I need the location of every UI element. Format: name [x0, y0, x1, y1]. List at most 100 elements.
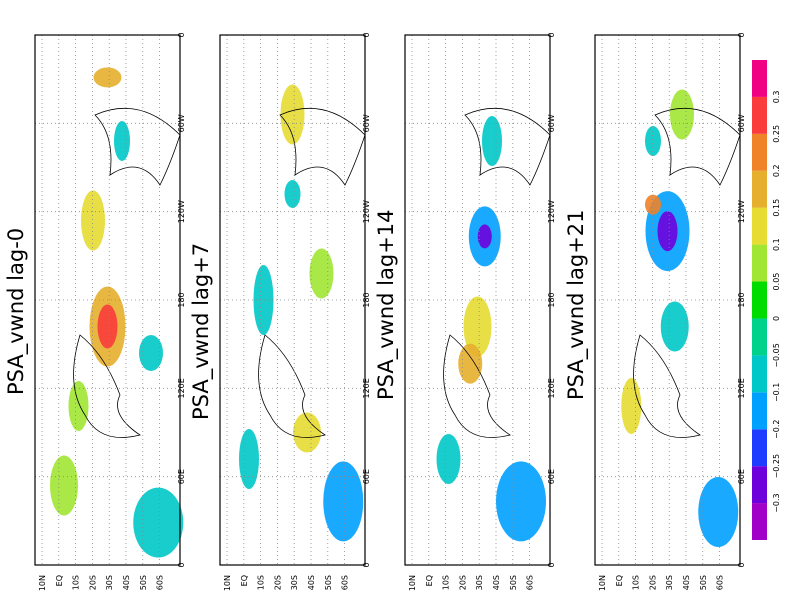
colorbar-label: −0.2: [772, 420, 781, 439]
lon-label: 60W: [362, 114, 371, 132]
colorbar-label: 0.1: [772, 238, 781, 251]
map-panel: 0 60E 120E 180 120W 60W 0 10N EQ 10S 20S 30S 40S 50S 6…: [374, 32, 556, 591]
lat-label: 10S: [632, 575, 641, 590]
anomaly-region: [50, 455, 78, 516]
colorbar-swatch: [752, 244, 767, 282]
colorbar-label: 0.25: [772, 125, 781, 143]
colorbar-swatch: [752, 392, 767, 430]
lat-label: 10N: [223, 575, 232, 591]
anomaly-region: [496, 461, 546, 542]
colorbar-label: −0.3: [772, 493, 781, 512]
coastline: [73, 334, 141, 438]
anomaly-region: [280, 84, 305, 145]
lat-label: 10S: [72, 575, 81, 590]
colorbar-swatch: [752, 355, 767, 393]
colorbar-label: −0.25: [772, 454, 781, 479]
lat-label: 30S: [290, 575, 299, 590]
lat-label: 60S: [341, 575, 350, 590]
lat-label: 10N: [598, 575, 607, 591]
lon-label: 180: [177, 292, 186, 307]
lon-label: 0: [362, 32, 371, 37]
lat-label: EQ: [425, 575, 434, 586]
coastline: [94, 108, 181, 186]
lat-label: 10S: [257, 575, 266, 590]
lon-label: 180: [362, 292, 371, 307]
map-frame: [594, 34, 741, 566]
coastline: [464, 108, 551, 186]
lon-label: 0: [547, 562, 556, 567]
anomaly-region: [293, 412, 321, 453]
lat-label: 60S: [156, 575, 165, 590]
anomaly-region: [253, 265, 274, 335]
lat-label: 30S: [665, 575, 674, 590]
map-frame: [404, 34, 551, 566]
anomaly-region: [133, 487, 184, 558]
coastline: [633, 334, 701, 438]
lon-label: 120E: [547, 378, 556, 398]
colorbar-swatch: [752, 281, 767, 319]
lon-label: 0: [737, 32, 746, 37]
map-panel: 0 60E 120E 180 120W 60W 0 10N EQ 10S 20S 30S 40S 50S 6…: [189, 32, 371, 591]
lon-label: 120E: [737, 378, 746, 398]
panel-title: PSA_vwnd lag+14: [374, 209, 399, 400]
lat-label: 10N: [38, 575, 47, 591]
colorbar-label: −0.1: [772, 383, 781, 402]
lon-label: 60E: [737, 469, 746, 484]
colorbar-swatch: [752, 503, 767, 540]
anomaly-region: [284, 180, 301, 208]
lat-label: 10S: [442, 575, 451, 590]
anomaly-region: [323, 461, 364, 542]
lon-label: 120E: [177, 378, 186, 398]
anomaly-region: [660, 301, 689, 352]
colorbar-label: 0.15: [772, 199, 781, 217]
lon-label: 120E: [362, 378, 371, 398]
lat-label: 20S: [273, 575, 282, 590]
colorbar-swatch: [752, 170, 767, 208]
lat-label: 50S: [699, 575, 708, 590]
lat-label: 30S: [475, 575, 484, 590]
anomaly-region: [309, 248, 334, 299]
anomaly-region: [477, 224, 492, 249]
lon-label: 180: [737, 292, 746, 307]
lon-label: 0: [362, 562, 371, 567]
lat-label: 20S: [458, 575, 467, 590]
colorbar-swatch: [752, 466, 767, 504]
colorbar-label: 0: [772, 316, 781, 321]
lat-label: EQ: [240, 575, 249, 586]
colorbar-swatch: [752, 133, 767, 171]
lat-label: EQ: [615, 575, 624, 586]
anomaly-region: [645, 126, 661, 156]
colorbar-label: 0.2: [772, 164, 781, 177]
colorbar-swatch: [752, 207, 767, 245]
map-frame: [34, 34, 181, 566]
lat-label: EQ: [55, 575, 64, 586]
colorbar-swatch: [752, 96, 767, 134]
coastline: [443, 334, 511, 438]
anomaly-region: [657, 211, 678, 252]
coastline: [279, 108, 366, 186]
anomaly-region: [239, 429, 259, 489]
lon-label: 0: [737, 562, 746, 567]
colorbar-swatch: [752, 60, 767, 97]
lon-label: 60E: [547, 469, 556, 484]
map-frame: [219, 34, 366, 566]
coastline: [654, 108, 741, 186]
anomaly-region: [93, 67, 122, 88]
map-panel: 0 60E 120E 180 120W 60W 0 10N EQ 10S 20S 30S 40S 50S 6…: [564, 32, 746, 591]
map-panel: 0 60E 120E 180 120W 60W 0 10N EQ 10S 20S 30S 40S 50S 6…: [4, 32, 186, 591]
anomaly-region: [114, 121, 130, 161]
lon-label: 0: [177, 32, 186, 37]
lon-label: 120W: [362, 200, 371, 223]
lat-label: 20S: [88, 575, 97, 590]
anomaly-region: [621, 378, 642, 434]
anomaly-region: [463, 296, 492, 357]
lat-label: 50S: [324, 575, 333, 590]
lat-label: 40S: [492, 575, 501, 590]
anomaly-region: [670, 89, 694, 140]
anomaly-region: [436, 434, 461, 484]
lon-label: 60E: [362, 469, 371, 484]
panel-title: PSA_vwnd lag+21: [564, 209, 589, 400]
lat-label: 50S: [509, 575, 518, 590]
lon-label: 60W: [547, 114, 556, 132]
